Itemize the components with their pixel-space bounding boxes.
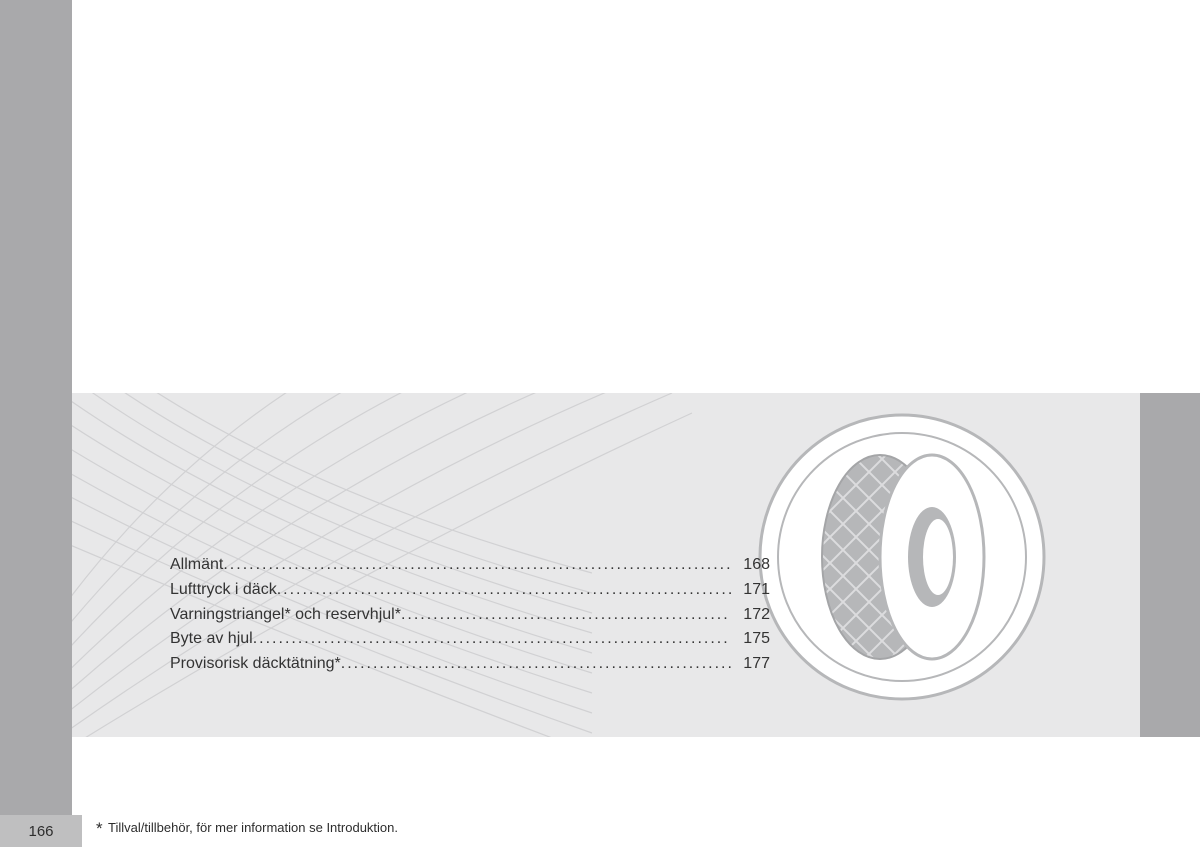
toc-page: 177 (731, 652, 770, 677)
footnote: * Tillval/tillbehör, för mer information… (96, 819, 398, 839)
table-of-contents: Allmänt ................................… (170, 553, 770, 677)
toc-leader: ........................................… (341, 652, 732, 677)
page-number-box: 166 (0, 815, 82, 847)
page: Allmänt ................................… (0, 0, 1200, 847)
toc-label: Lufttryck i däck (170, 578, 277, 603)
toc-label: Allmänt (170, 553, 223, 578)
toc-label: Byte av hjul (170, 627, 253, 652)
toc-leader: ........................................… (277, 578, 732, 603)
footnote-star: * (96, 819, 103, 838)
right-accent-bar (1140, 393, 1200, 737)
footnote-text: Tillval/tillbehör, för mer information s… (108, 820, 398, 835)
toc-row: Byte av hjul ...........................… (170, 627, 770, 652)
toc-row: Allmänt ................................… (170, 553, 770, 578)
toc-label: Provisorisk däcktätning* (170, 652, 341, 677)
toc-page: 171 (731, 578, 770, 603)
toc-page: 168 (731, 553, 770, 578)
toc-row: Provisorisk däcktätning* ...............… (170, 652, 770, 677)
content-band: Allmänt ................................… (72, 393, 1140, 737)
toc-row: Varningstriangel* och reservhjul* ......… (170, 603, 770, 628)
toc-leader: ........................................… (401, 603, 731, 628)
toc-page: 172 (731, 603, 770, 628)
page-number: 166 (28, 823, 53, 840)
toc-label: Varningstriangel* och reservhjul* (170, 603, 401, 628)
tire-icon (752, 407, 1052, 707)
toc-leader: ........................................… (223, 553, 731, 578)
toc-row: Lufttryck i däck .......................… (170, 578, 770, 603)
toc-leader: ........................................… (253, 627, 732, 652)
toc-page: 175 (731, 627, 770, 652)
left-margin-bar (0, 0, 72, 847)
